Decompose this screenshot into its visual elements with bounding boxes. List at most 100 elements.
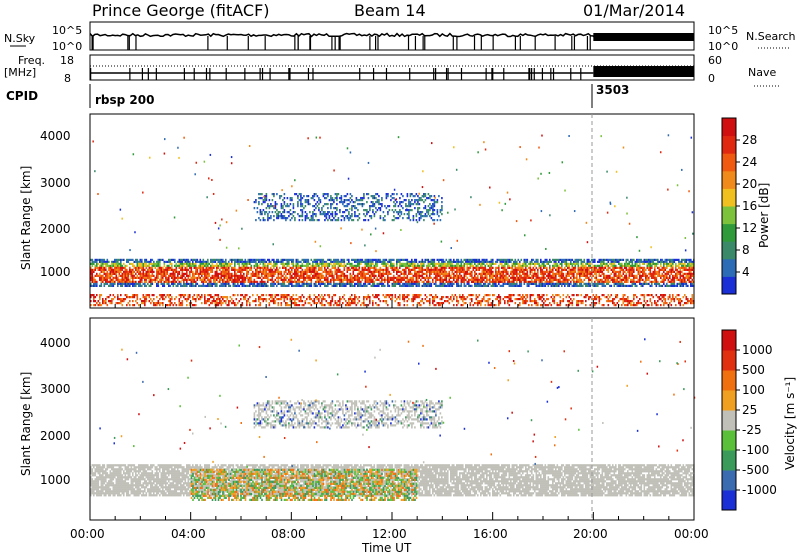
power-cell xyxy=(217,276,220,279)
power-cell xyxy=(259,268,262,271)
power-cell xyxy=(139,266,142,269)
power-cell xyxy=(324,193,326,196)
power-cell xyxy=(631,270,634,273)
power-cell xyxy=(568,272,571,275)
power-cell xyxy=(534,262,536,265)
power-cell xyxy=(505,276,508,279)
power-cell xyxy=(382,282,385,285)
power-cell xyxy=(354,282,356,285)
power-cell xyxy=(660,268,662,271)
power-cell xyxy=(139,262,142,265)
power-cell xyxy=(634,284,637,287)
power-cell xyxy=(457,282,460,285)
power-cell xyxy=(471,264,473,267)
power-cell xyxy=(667,280,670,283)
power-cell xyxy=(529,270,532,273)
power-cell xyxy=(237,268,239,271)
power-cell xyxy=(117,284,119,287)
power-cell xyxy=(439,274,442,277)
power-cell xyxy=(612,258,614,261)
power-cell xyxy=(226,270,229,273)
power-cell xyxy=(553,266,556,269)
power-cell xyxy=(154,266,157,269)
power-cell xyxy=(655,276,658,279)
power-cell xyxy=(379,217,382,220)
power-cell xyxy=(420,197,422,200)
power-cell xyxy=(358,280,361,283)
power-cell xyxy=(393,268,395,271)
power-cell xyxy=(231,258,233,261)
power-cell xyxy=(555,278,557,281)
power-cell xyxy=(103,258,106,261)
power-cell xyxy=(421,272,424,275)
power-cell xyxy=(444,284,446,287)
power-cell xyxy=(391,278,394,281)
power-cell xyxy=(97,266,100,269)
power-cell xyxy=(142,276,145,279)
power-cell xyxy=(268,199,271,202)
power-cell xyxy=(160,282,163,285)
power-cell xyxy=(490,266,493,269)
power-cell xyxy=(522,276,524,279)
power-cell xyxy=(619,280,622,283)
power-cell xyxy=(588,264,590,267)
power-cell xyxy=(267,217,269,220)
power-cell xyxy=(303,274,305,277)
power-cell xyxy=(441,201,443,204)
power-cell xyxy=(226,278,229,281)
power-cell xyxy=(397,280,400,283)
power-cell xyxy=(279,260,281,263)
power-cell xyxy=(574,264,577,267)
power-cell xyxy=(283,264,286,267)
power-cell xyxy=(102,260,104,263)
power-cell xyxy=(579,282,581,285)
power-cell xyxy=(270,268,272,271)
power-cell xyxy=(607,282,610,285)
power-cell xyxy=(523,280,526,283)
power-cell xyxy=(558,272,560,275)
power-cell xyxy=(468,282,470,285)
power-cell xyxy=(301,264,304,267)
power-cell xyxy=(456,264,458,267)
power-cell xyxy=(370,266,373,269)
power-cell xyxy=(573,278,575,281)
power-cell xyxy=(489,266,491,269)
power-cell xyxy=(436,219,439,222)
power-cell xyxy=(135,280,137,283)
power-cell xyxy=(294,276,296,279)
power-cell xyxy=(456,270,458,273)
power-cell xyxy=(381,272,383,275)
power-cell xyxy=(447,280,449,283)
power-cell xyxy=(114,268,116,271)
power-cell xyxy=(525,264,527,267)
power-cell xyxy=(420,266,422,269)
power-cell xyxy=(175,270,178,273)
power-cell xyxy=(597,264,599,267)
power-cell xyxy=(327,264,329,267)
power-cell xyxy=(402,284,404,287)
power-cell xyxy=(246,262,248,265)
power-cell xyxy=(96,264,98,267)
power-cell xyxy=(453,276,455,279)
power-cell xyxy=(514,284,517,287)
power-cell xyxy=(289,272,292,275)
power-cell xyxy=(246,266,248,269)
power-cell xyxy=(382,264,385,267)
power-cell xyxy=(231,278,233,281)
power-cell xyxy=(417,272,419,275)
power-cell xyxy=(636,266,638,269)
power-cell xyxy=(255,258,257,261)
power-cell xyxy=(417,199,419,202)
power-cell xyxy=(301,258,304,261)
power-cell xyxy=(580,284,583,287)
power-cell xyxy=(159,260,161,263)
power-cell xyxy=(534,260,536,263)
power-cell xyxy=(463,280,466,283)
power-cell xyxy=(336,284,338,287)
power-cell xyxy=(538,278,541,281)
power-cell xyxy=(283,211,286,214)
power-cell xyxy=(553,264,556,267)
power-cell xyxy=(451,272,454,275)
power-cell xyxy=(259,209,262,212)
power-cell xyxy=(399,284,401,287)
